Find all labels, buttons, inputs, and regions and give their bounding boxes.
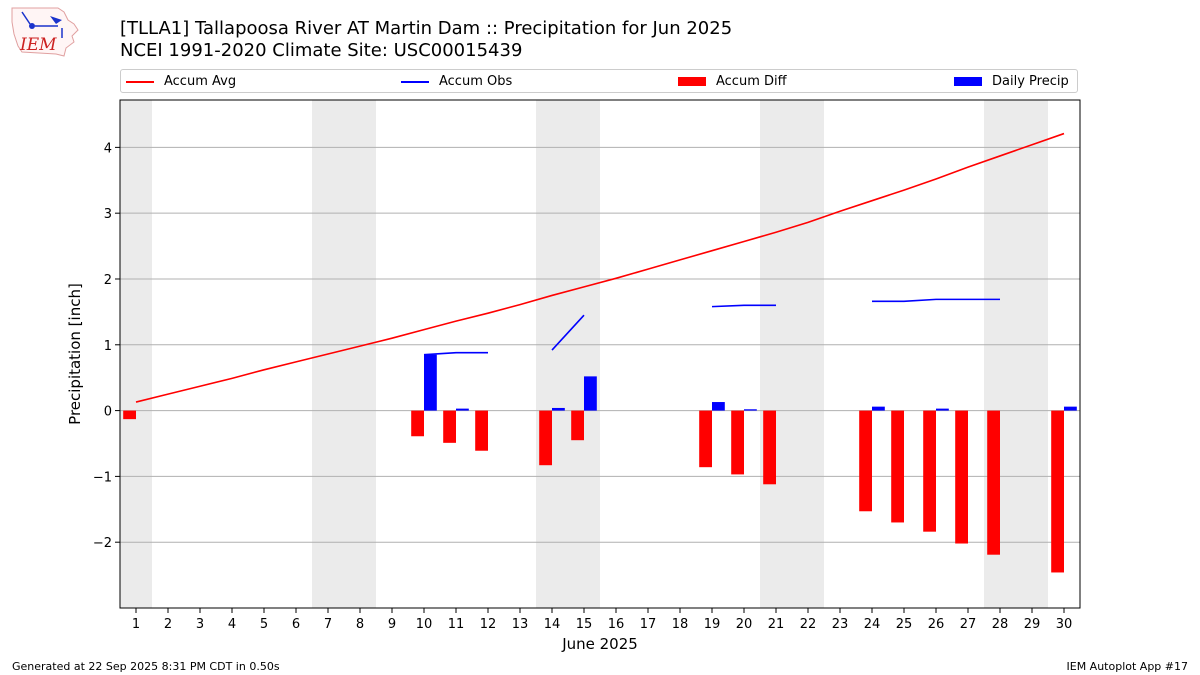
x-tick-label: 13: [512, 617, 529, 632]
legend-label: Accum Diff: [716, 74, 787, 89]
accum-diff-bar: [571, 410, 584, 441]
legend-daily-precip: Daily Precip: [954, 74, 1069, 89]
y-tick-label: 4: [104, 141, 112, 156]
x-tick-label: 12: [480, 617, 497, 632]
x-tick-label: 19: [704, 617, 721, 632]
accum-diff-bar: [987, 410, 1000, 555]
x-tick-label: 17: [640, 617, 657, 632]
legend: Accum Avg Accum Obs Accum Diff Daily Pre…: [120, 69, 1078, 93]
legend-label: Daily Precip: [992, 74, 1069, 89]
legend-bar-swatch: [678, 77, 706, 86]
legend-accum-obs: Accum Obs: [401, 74, 512, 89]
accum-diff-bar: [763, 410, 776, 485]
accum-diff-bar: [891, 410, 904, 523]
daily-precip-bar: [872, 406, 885, 411]
x-tick-label: 27: [960, 617, 977, 632]
footer-generated: Generated at 22 Sep 2025 8:31 PM CDT in …: [12, 660, 280, 673]
x-tick-label: 5: [260, 617, 268, 632]
legend-label: Accum Obs: [439, 74, 513, 89]
x-tick-label: 29: [1024, 617, 1041, 632]
legend-accum-avg: Accum Avg: [126, 74, 236, 89]
plot-frame: [119, 99, 1081, 609]
y-tick-label: 3: [104, 207, 112, 222]
accum-diff-bar: [923, 410, 936, 532]
x-tick-label: 16: [608, 617, 625, 632]
daily-precip-bar: [1064, 406, 1077, 411]
legend-accum-diff: Accum Diff: [678, 74, 787, 89]
chart-title: [TLLA1] Tallapoosa River AT Martin Dam :…: [120, 18, 733, 39]
accum-diff-bar: [699, 410, 712, 468]
accum-diff-bar: [731, 410, 744, 475]
x-tick-label: 10: [416, 617, 433, 632]
x-tick-label: 26: [928, 617, 945, 632]
x-tick-label: 23: [832, 617, 849, 632]
x-tick-label: 22: [800, 617, 817, 632]
legend-line-swatch: [126, 80, 154, 83]
accum-obs-line: [711, 304, 776, 308]
weekend-shade: [120, 100, 152, 608]
daily-precip-bar: [424, 354, 437, 411]
accum-diff-bar: [443, 410, 456, 443]
accum-diff-bar: [955, 410, 968, 544]
x-tick-label: 24: [864, 617, 881, 632]
daily-precip-bar: [584, 376, 597, 411]
x-tick-label: 28: [992, 617, 1009, 632]
accum-diff-bar: [475, 410, 488, 451]
accum-diff-bar: [123, 410, 136, 420]
y-tick-label: −1: [93, 470, 112, 485]
y-tick-label: 1: [104, 339, 112, 354]
x-tick-label: 7: [324, 617, 332, 632]
daily-precip-bar: [744, 409, 757, 411]
x-tick-label: 18: [672, 617, 689, 632]
x-tick-label: 14: [544, 617, 561, 632]
footer-app: IEM Autoplot App #17: [1066, 660, 1189, 673]
accum-diff-bar: [411, 410, 424, 437]
accum-obs-line: [423, 351, 488, 356]
x-tick-label: 3: [196, 617, 204, 632]
x-tick-label: 6: [292, 617, 300, 632]
daily-precip-bar: [456, 408, 469, 411]
legend-label: Accum Avg: [164, 74, 237, 89]
x-tick-label: 1: [132, 617, 140, 632]
y-tick-label: 0: [104, 405, 112, 420]
iem-logo: IEM: [11, 7, 79, 57]
accum-diff-bar: [1051, 410, 1064, 573]
y-tick-label: 2: [104, 273, 112, 288]
x-axis-label: June 2025: [561, 635, 638, 653]
x-tick-label: 25: [896, 617, 913, 632]
weekend-shade: [312, 100, 376, 608]
x-tick-label: 9: [388, 617, 396, 632]
legend-bar-swatch: [954, 77, 982, 86]
weekend-shade: [536, 100, 600, 608]
accum-diff-bar: [539, 410, 552, 466]
x-tick-label: 4: [228, 617, 236, 632]
logo-text: IEM: [19, 35, 57, 55]
weekend-shade: [760, 100, 824, 608]
x-tick-label: 20: [736, 617, 753, 632]
x-tick-label: 15: [576, 617, 593, 632]
daily-precip-bar: [712, 402, 725, 411]
accum-avg-line: [135, 132, 1065, 403]
chart-subtitle: NCEI 1991-2020 Climate Site: USC00015439: [120, 40, 523, 61]
y-tick-label: −2: [93, 536, 112, 551]
accum-obs-line: [551, 314, 585, 351]
x-tick-label: 2: [164, 617, 172, 632]
x-tick-label: 11: [448, 617, 465, 632]
x-tick-label: 30: [1056, 617, 1073, 632]
y-axis-label: Precipitation [inch]: [66, 283, 84, 425]
accum-diff-bar: [859, 410, 872, 512]
daily-precip-bar: [936, 408, 949, 411]
legend-line-swatch: [401, 80, 429, 83]
x-tick-label: 8: [356, 617, 364, 632]
x-tick-label: 21: [768, 617, 785, 632]
accum-obs-line: [872, 298, 1000, 303]
daily-precip-bar: [552, 407, 565, 411]
